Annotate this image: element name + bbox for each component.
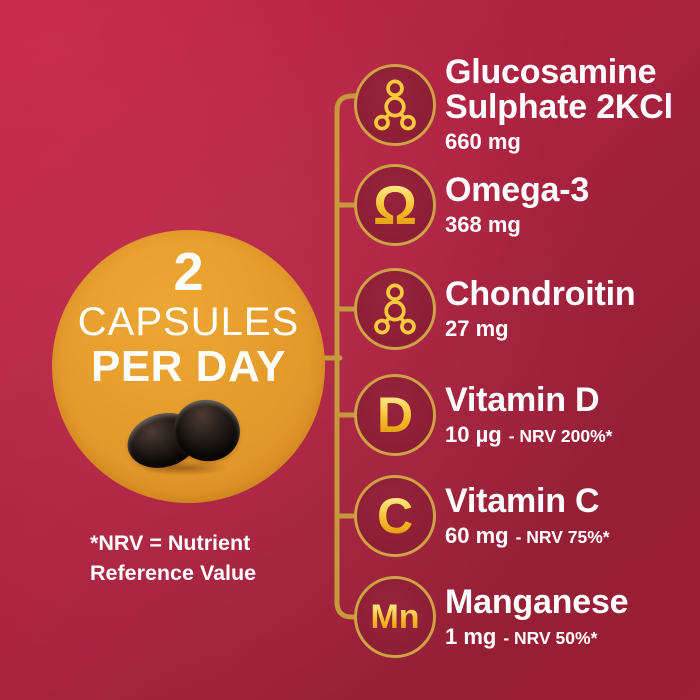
nrv-footnote: *NRV = Nutrient Reference Value — [90, 528, 256, 588]
dose-circle: 2 CAPSULES PER DAY — [52, 230, 325, 503]
ingredient-title: Chondroitin — [445, 274, 636, 313]
ingredient-title: Manganese — [445, 582, 629, 621]
manganese-glyph: Mn — [370, 598, 420, 636]
ingredient-title: Omega-3 — [445, 170, 590, 209]
nrv-value: - NRV 75%* — [515, 526, 610, 547]
letter-d-icon: D — [354, 374, 436, 456]
ingredient-amount: 660 mg — [445, 129, 521, 154]
nrv-value: - NRV 50%* — [503, 627, 598, 648]
ingredient-row-omega3: Ω Omega-3 368 mg — [354, 164, 589, 246]
molecule-icon — [354, 268, 436, 350]
ingredient-row-vitamin-c: C Vitamin C 60 mg - NRV 75%* — [354, 475, 610, 557]
dose-unit-label: CAPSULES — [77, 300, 300, 344]
nrv-footnote-line1: *NRV = Nutrient — [90, 531, 251, 555]
vitamin-c-glyph: C — [376, 488, 414, 544]
ingredient-amount: 1 mg — [445, 623, 497, 649]
ingredient-title: Vitamin D — [445, 380, 600, 419]
ingredient-amount: 10 µg — [445, 421, 502, 447]
dose-frequency-label: PER DAY — [90, 342, 287, 391]
nrv-footnote-line2: Reference Value — [90, 561, 257, 585]
omega-glyph: Ω — [372, 173, 418, 236]
ingredient-row-chondroitin: Chondroitin 27 mg — [354, 268, 636, 350]
mn-icon: Mn — [354, 576, 436, 658]
ingredient-amount: 368 mg — [445, 211, 521, 237]
letter-c-icon: C — [354, 475, 436, 557]
vitamin-d-glyph: D — [376, 387, 414, 443]
ingredient-title: Glucosamine — [445, 53, 657, 91]
omega-icon: Ω — [354, 164, 436, 246]
ingredient-amount: 60 mg — [445, 522, 509, 548]
ingredient-amount: 27 mg — [445, 315, 509, 341]
molecule-icon — [354, 64, 436, 146]
ingredient-title: Vitamin C — [445, 481, 600, 520]
ingredient-row-manganese: Mn Manganese 1 mg - NRV 50%* — [354, 576, 629, 658]
ingredient-row-vitamin-d: D Vitamin D 10 µg - NRV 200%* — [354, 374, 612, 456]
dose-number: 2 — [173, 242, 204, 302]
ingredient-row-glucosamine: Glucosamine Sulphate 2KCl 660 mg — [354, 55, 673, 155]
ingredient-title-line2: Sulphate 2KCl — [445, 88, 673, 126]
nrv-value: - NRV 200%* — [508, 425, 613, 446]
